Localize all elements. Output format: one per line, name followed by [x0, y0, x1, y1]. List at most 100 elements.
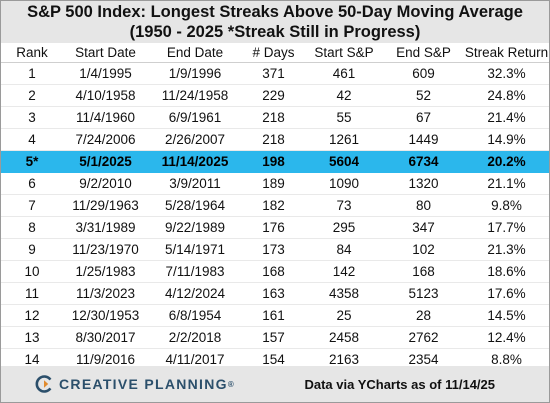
brand-registered-mark: ® — [227, 380, 234, 389]
cell-rank: 14 — [24, 352, 40, 367]
cell-end-sp: 2354 — [408, 352, 439, 367]
cell-start-date: 4/10/1958 — [75, 88, 136, 103]
table-row: 6 9/2/2010 3/9/2011 189 1090 1320 21.1% — [1, 173, 549, 195]
cell-end-sp: 80 — [415, 198, 432, 213]
column-header-rank: Rank — [16, 45, 48, 60]
cell-start-date: 11/9/2016 — [75, 352, 136, 367]
cell-days: 371 — [262, 66, 285, 81]
column-header-start-date: Start Date — [75, 45, 136, 60]
creative-planning-logo-icon — [35, 375, 52, 393]
cell-rank: 12 — [24, 308, 40, 323]
cell-start-sp: 2163 — [328, 352, 360, 367]
cell-streak-return: 21.3% — [487, 242, 526, 257]
cell-start-sp: 142 — [332, 264, 356, 279]
table-row-highlighted: 5* 5/1/2025 11/14/2025 198 5604 6734 20.2% — [1, 150, 549, 173]
cell-end-sp: 52 — [415, 88, 432, 103]
table-body: 1 1/4/1995 1/9/1996 371 461 609 32.3% 2 4/10/195… — [1, 63, 549, 393]
cell-start-date: 5/1/2025 — [79, 154, 132, 169]
table-row: 7 11/29/1963 5/28/1964 182 73 80 9.8% — [1, 195, 549, 217]
cell-end-date: 2/26/2007 — [164, 132, 226, 147]
cell-end-date: 11/24/1958 — [161, 88, 229, 103]
cell-end-date: 1/9/1996 — [168, 66, 222, 81]
cell-start-date: 11/29/1963 — [72, 198, 139, 213]
cell-start-sp: 42 — [336, 88, 352, 103]
cell-end-date: 6/9/1961 — [168, 110, 222, 125]
cell-start-sp: 73 — [336, 198, 352, 213]
cell-rank: 10 — [24, 264, 40, 279]
cell-start-sp: 5604 — [328, 154, 360, 169]
cell-streak-return: 8.8% — [491, 352, 522, 367]
cell-start-date: 1/4/1995 — [79, 66, 132, 81]
cell-streak-return: 21.1% — [487, 176, 526, 191]
cell-streak-return: 17.7% — [487, 220, 526, 235]
cell-start-date: 9/2/2010 — [79, 176, 132, 191]
column-header-streak-return: Streak Return — [464, 45, 549, 60]
cell-start-date: 3/31/1989 — [75, 220, 136, 235]
cell-rank: 7 — [28, 198, 36, 213]
cell-start-sp: 25 — [336, 308, 352, 323]
cell-rank: 8 — [28, 220, 36, 235]
cell-end-date: 4/11/2017 — [165, 352, 225, 367]
cell-end-date: 4/12/2024 — [164, 286, 226, 301]
streaks-table: Rank Start Date End Date # Days Start S&… — [1, 43, 549, 393]
cell-streak-return: 14.5% — [487, 308, 526, 323]
cell-days: 173 — [262, 242, 285, 257]
cell-end-sp: 1449 — [408, 132, 439, 147]
cell-end-date: 3/9/2011 — [169, 176, 221, 191]
cell-rank: 3 — [28, 110, 36, 125]
column-header-days: # Days — [252, 45, 295, 60]
footer-bar: CREATIVE PLANNING® Data via YCharts as o… — [1, 366, 549, 402]
cell-days: 229 — [262, 88, 285, 103]
cell-streak-return: 20.2% — [487, 154, 526, 169]
cell-start-date: 11/3/2023 — [75, 286, 136, 301]
cell-start-date: 11/4/1960 — [75, 110, 136, 125]
cell-end-sp: 67 — [415, 110, 432, 125]
cell-days: 189 — [262, 176, 285, 191]
cell-start-sp: 1261 — [328, 132, 360, 147]
cell-start-sp: 295 — [332, 220, 356, 235]
column-header-start-sp: Start S&P — [314, 45, 374, 60]
cell-streak-return: 9.8% — [491, 198, 522, 213]
cell-end-date: 9/22/1989 — [164, 220, 226, 235]
cell-rank: 6 — [28, 176, 36, 191]
brand-text: CREATIVE PLANNING — [59, 376, 228, 392]
cell-start-date: 12/30/1953 — [71, 308, 140, 323]
cell-start-date: 8/30/2017 — [75, 330, 136, 345]
cell-end-date: 2/2/2018 — [168, 330, 222, 345]
cell-start-date: 1/25/1983 — [75, 264, 136, 279]
title-banner: S&P 500 Index: Longest Streaks Above 50-… — [1, 1, 549, 43]
cell-end-date: 6/8/1954 — [168, 308, 222, 323]
cell-start-date: 7/24/2006 — [75, 132, 136, 147]
cell-start-sp: 461 — [332, 66, 356, 81]
cell-rank: 5* — [25, 154, 39, 169]
table-row: 4 7/24/2006 2/26/2007 218 1261 1449 14.9% — [1, 129, 549, 151]
cell-start-sp: 55 — [336, 110, 352, 125]
cell-start-sp: 2458 — [328, 330, 360, 345]
table-row: 12 12/30/1953 6/8/1954 161 25 28 14.5% — [1, 305, 549, 327]
cell-end-date: 11/14/2025 — [161, 154, 229, 169]
table-row: 3 11/4/1960 6/9/1961 218 55 67 21.4% — [1, 107, 549, 129]
cell-days: 154 — [262, 352, 285, 367]
cell-end-date: 5/28/1964 — [164, 198, 226, 213]
data-source-note: Data via YCharts as of 11/14/25 — [304, 377, 495, 392]
cell-days: 161 — [262, 308, 285, 323]
cell-streak-return: 32.3% — [487, 66, 526, 81]
cell-end-sp: 2762 — [408, 330, 439, 345]
cell-end-sp: 28 — [415, 308, 432, 323]
table-row: 9 11/23/1970 5/14/1971 173 84 102 21.3% — [1, 239, 549, 261]
cell-rank: 13 — [24, 330, 40, 345]
cell-end-sp: 609 — [412, 66, 435, 81]
cell-days: 218 — [262, 110, 285, 125]
cell-streak-return: 17.6% — [487, 286, 526, 301]
cell-end-sp: 6734 — [408, 154, 439, 169]
cell-end-sp: 102 — [412, 242, 435, 257]
column-header-end-date: End Date — [166, 45, 224, 60]
cell-days: 168 — [262, 264, 285, 279]
cell-end-sp: 347 — [412, 220, 435, 235]
table-row: 2 4/10/1958 11/24/1958 229 42 52 24.8% — [1, 85, 549, 107]
table-row: 13 8/30/2017 2/2/2018 157 2458 2762 12.4% — [1, 327, 549, 349]
cell-start-date: 11/23/1970 — [72, 242, 139, 257]
cell-streak-return: 18.6% — [487, 264, 526, 279]
cell-start-sp: 4358 — [328, 286, 360, 301]
cell-rank: 9 — [28, 242, 36, 257]
